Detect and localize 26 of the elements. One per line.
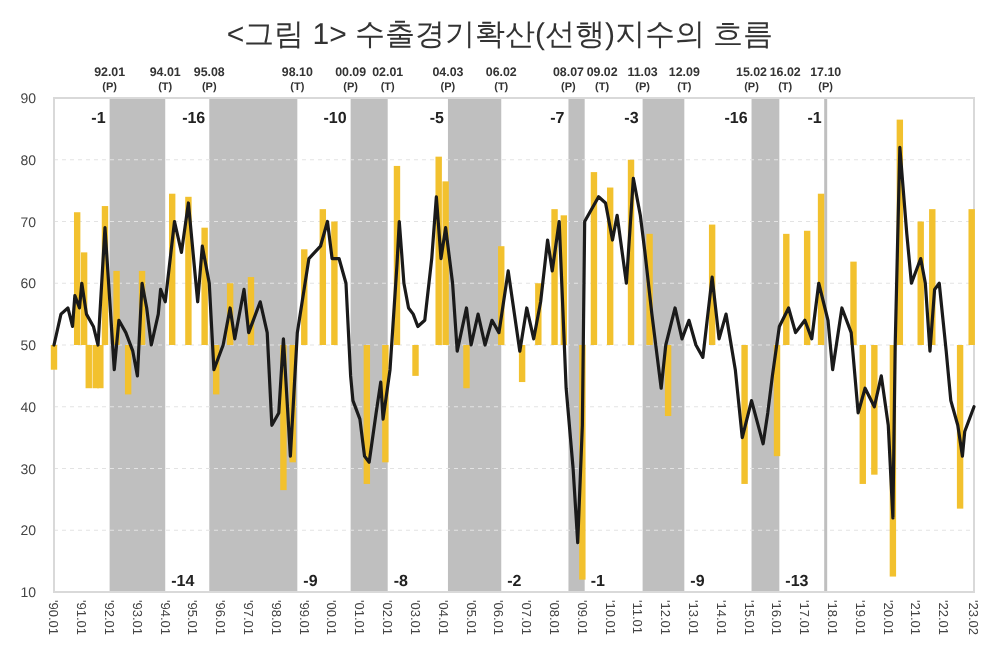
annotation: -13	[785, 571, 810, 590]
bar	[463, 345, 470, 389]
annotation: -1	[807, 108, 823, 127]
annotation: -16	[724, 108, 749, 127]
line-series	[52, 145, 976, 545]
annotation: -3	[624, 108, 640, 127]
annotation: -9	[690, 571, 706, 590]
annotation: -14	[171, 571, 196, 590]
bar	[124, 345, 132, 395]
annotation: -2	[507, 571, 523, 590]
annotation: -1	[590, 571, 607, 590]
bar	[50, 345, 58, 370]
bar	[412, 345, 419, 376]
bar	[590, 172, 598, 345]
bar	[871, 345, 878, 475]
chart-title: <그림 1> 수출경기확산(선행)지수의 흐름	[226, 18, 774, 52]
annotation: -16	[182, 108, 207, 127]
bar	[968, 209, 975, 345]
annotation: -1	[91, 108, 107, 127]
annotation: -5	[429, 108, 446, 127]
bar	[331, 221, 338, 345]
bar	[850, 261, 857, 345]
annotation: -8	[393, 571, 410, 590]
annotation: -9	[303, 571, 319, 590]
annotation: -7	[550, 108, 566, 127]
annotation: -10	[323, 108, 348, 127]
